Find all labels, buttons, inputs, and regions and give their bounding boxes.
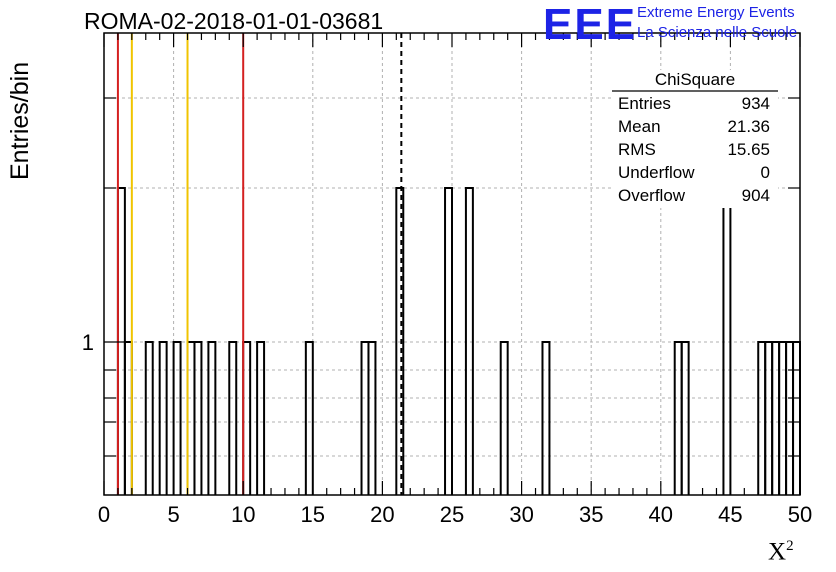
- chart-title: ROMA-02-2018-01-01-03681: [84, 8, 384, 34]
- x-tick-label: 15: [301, 502, 325, 527]
- x-tick-labels: 0 5 10 15 20 25 30 35 40 45 50: [98, 502, 812, 527]
- x-tick-label: 45: [718, 502, 742, 527]
- stats-label: Mean: [618, 117, 661, 136]
- histogram-bar: [360, 341, 370, 495]
- histogram-bar: [256, 341, 266, 495]
- stats-label: Entries: [618, 94, 671, 113]
- x-tick-label: 5: [167, 502, 179, 527]
- x-tick-label: 0: [98, 502, 110, 527]
- x-axis-label-sup: 2: [786, 538, 794, 554]
- histogram-bar: [144, 341, 154, 495]
- histogram-bar: [123, 341, 133, 495]
- x-tick-label: 30: [509, 502, 533, 527]
- histogram-bar: [158, 341, 168, 495]
- x-tick-label: 20: [370, 502, 394, 527]
- histogram-bar: [541, 341, 551, 495]
- stats-value: 934: [742, 94, 770, 113]
- histogram-bar: [186, 341, 196, 495]
- x-tick-label: 40: [649, 502, 673, 527]
- histogram-bar: [207, 341, 217, 495]
- stats-label: Underflow: [618, 163, 695, 182]
- stats-value: 21.36: [727, 117, 770, 136]
- y-tick-label: 1: [82, 330, 94, 355]
- histogram-bar: [304, 341, 314, 495]
- eee-logo: EEE: [543, 0, 638, 49]
- x-axis-label: X2: [768, 538, 794, 566]
- histogram-bar: [395, 187, 405, 495]
- stats-value: 15.65: [727, 140, 770, 159]
- histogram-bar: [771, 341, 781, 495]
- y-axis-label: Entries/bin: [6, 61, 34, 180]
- logo-line-2: La Scienza nelle Scuole: [637, 24, 798, 41]
- stats-background: [612, 70, 778, 208]
- histogram-bar: [764, 341, 774, 495]
- logo-line-1: Extreme Energy Events: [637, 4, 795, 21]
- histogram-bar: [680, 341, 690, 495]
- histogram-bar: [499, 341, 509, 495]
- x-axis-label-text: X: [768, 538, 787, 566]
- stats-label: Overflow: [618, 186, 686, 205]
- x-tick-label: 50: [788, 502, 812, 527]
- histogram-bar: [193, 341, 203, 495]
- histogram-bar: [228, 341, 238, 495]
- histogram-bar: [172, 341, 182, 495]
- histogram-bar: [792, 341, 801, 495]
- stats-value: 904: [742, 186, 770, 205]
- histogram-bar: [444, 187, 453, 495]
- x-tick-label: 25: [440, 502, 464, 527]
- x-tick-label: 35: [579, 502, 603, 527]
- histogram-bar: [673, 341, 683, 495]
- stats-title: ChiSquare: [655, 70, 735, 89]
- axis-ticks: [103, 33, 801, 495]
- y-tick-labels: 1: [82, 330, 94, 355]
- histogram-bar: [367, 341, 377, 495]
- histogram-bar: [778, 341, 788, 495]
- histogram-bar: [464, 187, 474, 495]
- histogram-bar: [757, 341, 767, 495]
- stats-value: 0: [761, 163, 770, 182]
- stats-box: ChiSquare Entries 934 Mean 21.36 RMS 15.65 Unde…: [612, 70, 778, 208]
- histogram-bar: [242, 341, 252, 495]
- histogram-bar: [785, 341, 795, 495]
- x-tick-label: 10: [231, 502, 255, 527]
- stats-label: RMS: [618, 140, 656, 159]
- marker-lines: [116, 33, 403, 495]
